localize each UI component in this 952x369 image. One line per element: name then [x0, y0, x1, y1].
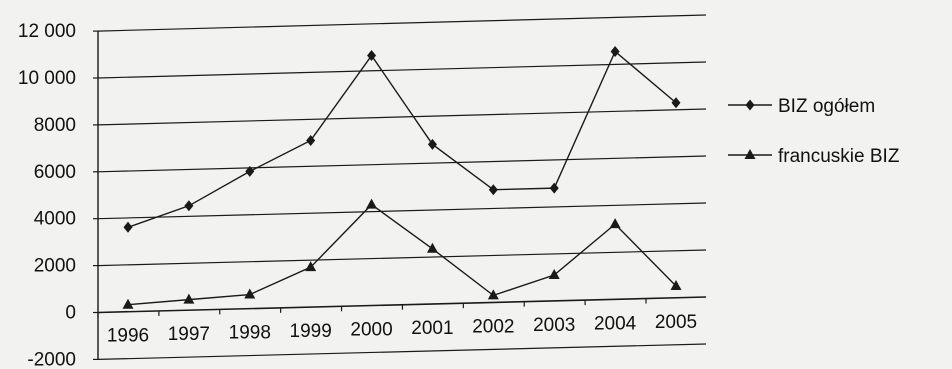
y-tick-label: 12 000 [18, 21, 76, 42]
gridline [97, 249, 707, 267]
x-tick-label: 2001 [411, 318, 453, 339]
data-point-2 [244, 288, 256, 299]
x-tick-label: 1996 [107, 326, 149, 347]
legend-label-2: francuskie BIZ [778, 146, 900, 167]
x-tick-label: 1999 [290, 321, 332, 342]
data-point-1 [610, 45, 620, 57]
x-tick-labels: 1996 1997 1998 1999 2000 2001 2002 2003 2004 2005 [107, 312, 697, 347]
data-point-1 [306, 134, 316, 146]
y-tick-label: 4000 [34, 209, 76, 230]
x-tick-label: 1998 [229, 323, 271, 344]
data-point-2 [548, 269, 560, 280]
gridline [97, 202, 707, 220]
data-point-2 [609, 218, 621, 229]
data-point-2 [122, 298, 134, 309]
data-point-2 [426, 242, 438, 253]
y-tick-label: 0 [65, 303, 76, 324]
gridline [97, 61, 707, 79]
y-tick-label: 2000 [34, 256, 76, 277]
y-tick-label: 8000 [34, 115, 76, 136]
x-tick-label: 2005 [655, 312, 697, 333]
x-tick-label: 2003 [533, 315, 575, 336]
data-point-2 [670, 280, 682, 291]
axes [93, 30, 647, 360]
data-point-1 [488, 184, 498, 196]
legend-label-1: BIZ ogółem [778, 96, 875, 117]
gridline [97, 108, 707, 126]
data-point-1 [245, 165, 255, 177]
data-point-1 [549, 182, 559, 194]
legend-marker-2 [744, 149, 756, 159]
y-tick-labels: 12 000 10 000 8000 6000 4000 2000 0 -2000 [18, 21, 76, 369]
data-point-1 [123, 221, 133, 233]
x-tick-label: 2002 [472, 316, 514, 337]
y-tick-label: 6000 [34, 162, 76, 183]
series-line-1 [127, 50, 677, 228]
data-point-1 [367, 50, 377, 62]
data-point-2 [366, 198, 378, 209]
x-tick-label: 2000 [350, 320, 392, 341]
data-point-1 [427, 138, 437, 150]
data-point-2 [183, 293, 195, 304]
series [122, 45, 682, 309]
legend-marker-1 [745, 99, 755, 111]
x-tick-label: 1997 [168, 324, 210, 345]
data-point-1 [671, 97, 681, 109]
x-tick-label: 2004 [594, 313, 637, 334]
legend: BIZ ogółem francuskie BIZ [728, 96, 900, 167]
gridline [97, 14, 707, 32]
data-point-2 [305, 261, 317, 272]
series-line-2 [127, 203, 677, 306]
y-tick-label: -2000 [27, 349, 76, 369]
data-point-1 [184, 200, 194, 212]
gridline [97, 155, 707, 173]
gridline [97, 343, 707, 360]
data-point-2 [487, 289, 499, 300]
y-tick-label: 10 000 [18, 68, 76, 89]
